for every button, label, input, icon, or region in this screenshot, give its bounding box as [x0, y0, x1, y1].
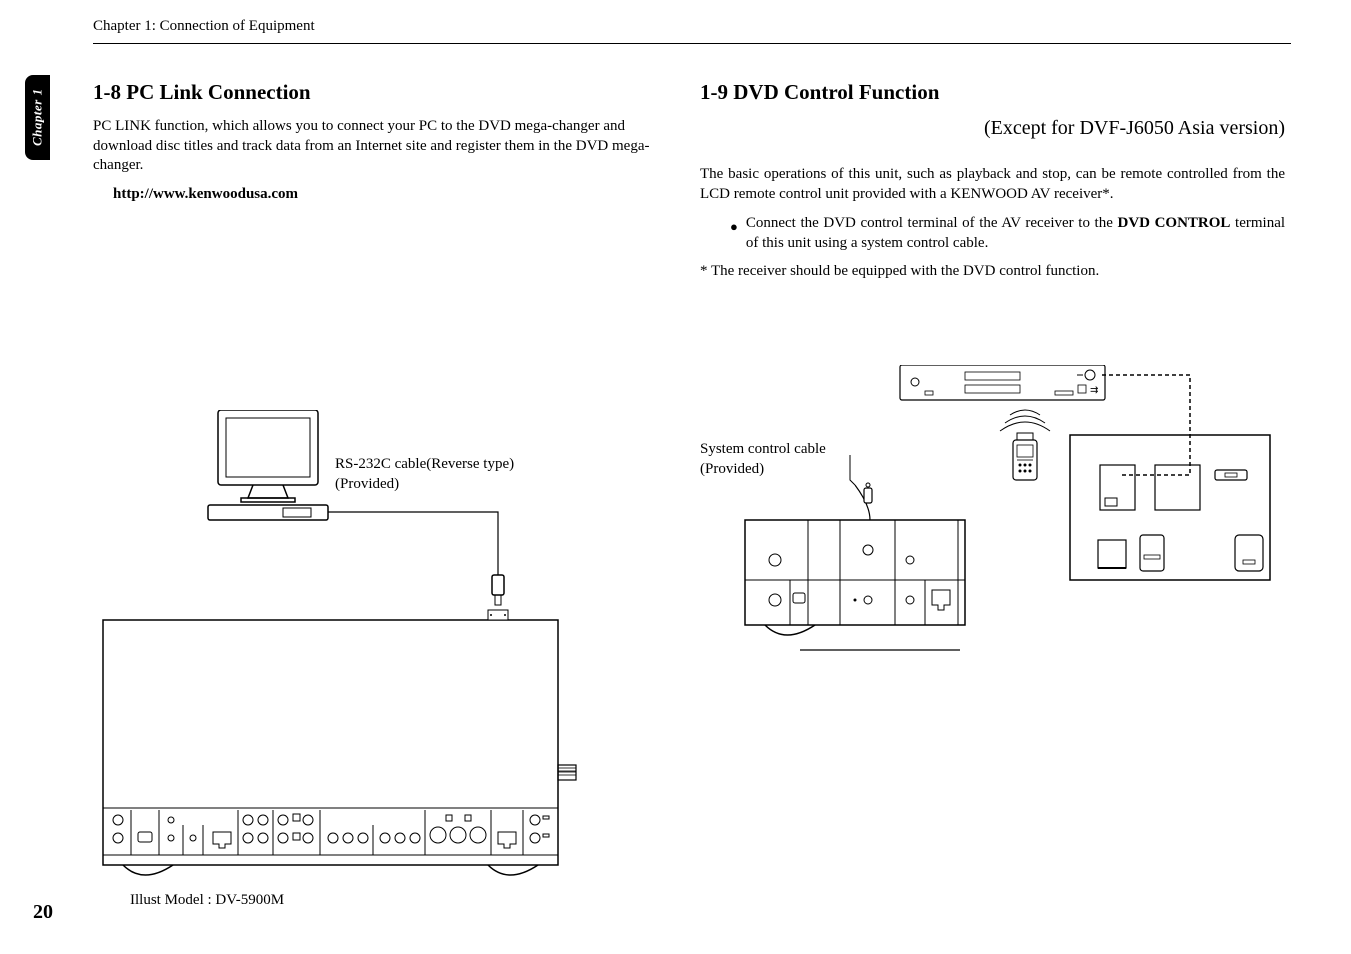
left-column: 1-8 PC Link Connection PC LINK function,…: [93, 80, 663, 203]
pc-link-url: http://www.kenwoodusa.com: [113, 186, 663, 203]
section-1-9-subtitle: (Except for DVF-J6050 Asia version): [700, 117, 1285, 140]
bullet-text: Connect the DVD control terminal of the …: [746, 214, 1285, 253]
section-1-9-heading: 1-9 DVD Control Function: [700, 80, 1285, 105]
page-number: 20: [33, 901, 53, 924]
chapter-tab: Chapter 1: [25, 75, 50, 160]
system-cable-label: System control cable (Provided): [700, 440, 826, 479]
bullet-icon: ●: [730, 219, 738, 253]
bullet-item: ● Connect the DVD control terminal of th…: [730, 214, 1285, 253]
svg-text:⇉: ⇉: [1090, 385, 1098, 396]
section-1-8-heading: 1-8 PC Link Connection: [93, 80, 663, 105]
section-1-8-text: PC LINK function, which allows you to co…: [93, 117, 663, 176]
footnote: * The receiver should be equipped with t…: [700, 263, 1285, 280]
illust-model-label: Illust Model : DV-5900M: [130, 892, 284, 909]
right-column: 1-9 DVD Control Function (Except for DVF…: [700, 80, 1285, 280]
rs232-cable-label: RS-232C cable(Reverse type) (Provided): [335, 455, 514, 494]
chapter-header: Chapter 1: Connection of Equipment: [93, 18, 315, 35]
header-rule: [93, 43, 1291, 44]
section-1-9-text: The basic operations of this unit, such …: [700, 165, 1285, 204]
dvd-control-diagram: ⇉: [700, 365, 1290, 665]
